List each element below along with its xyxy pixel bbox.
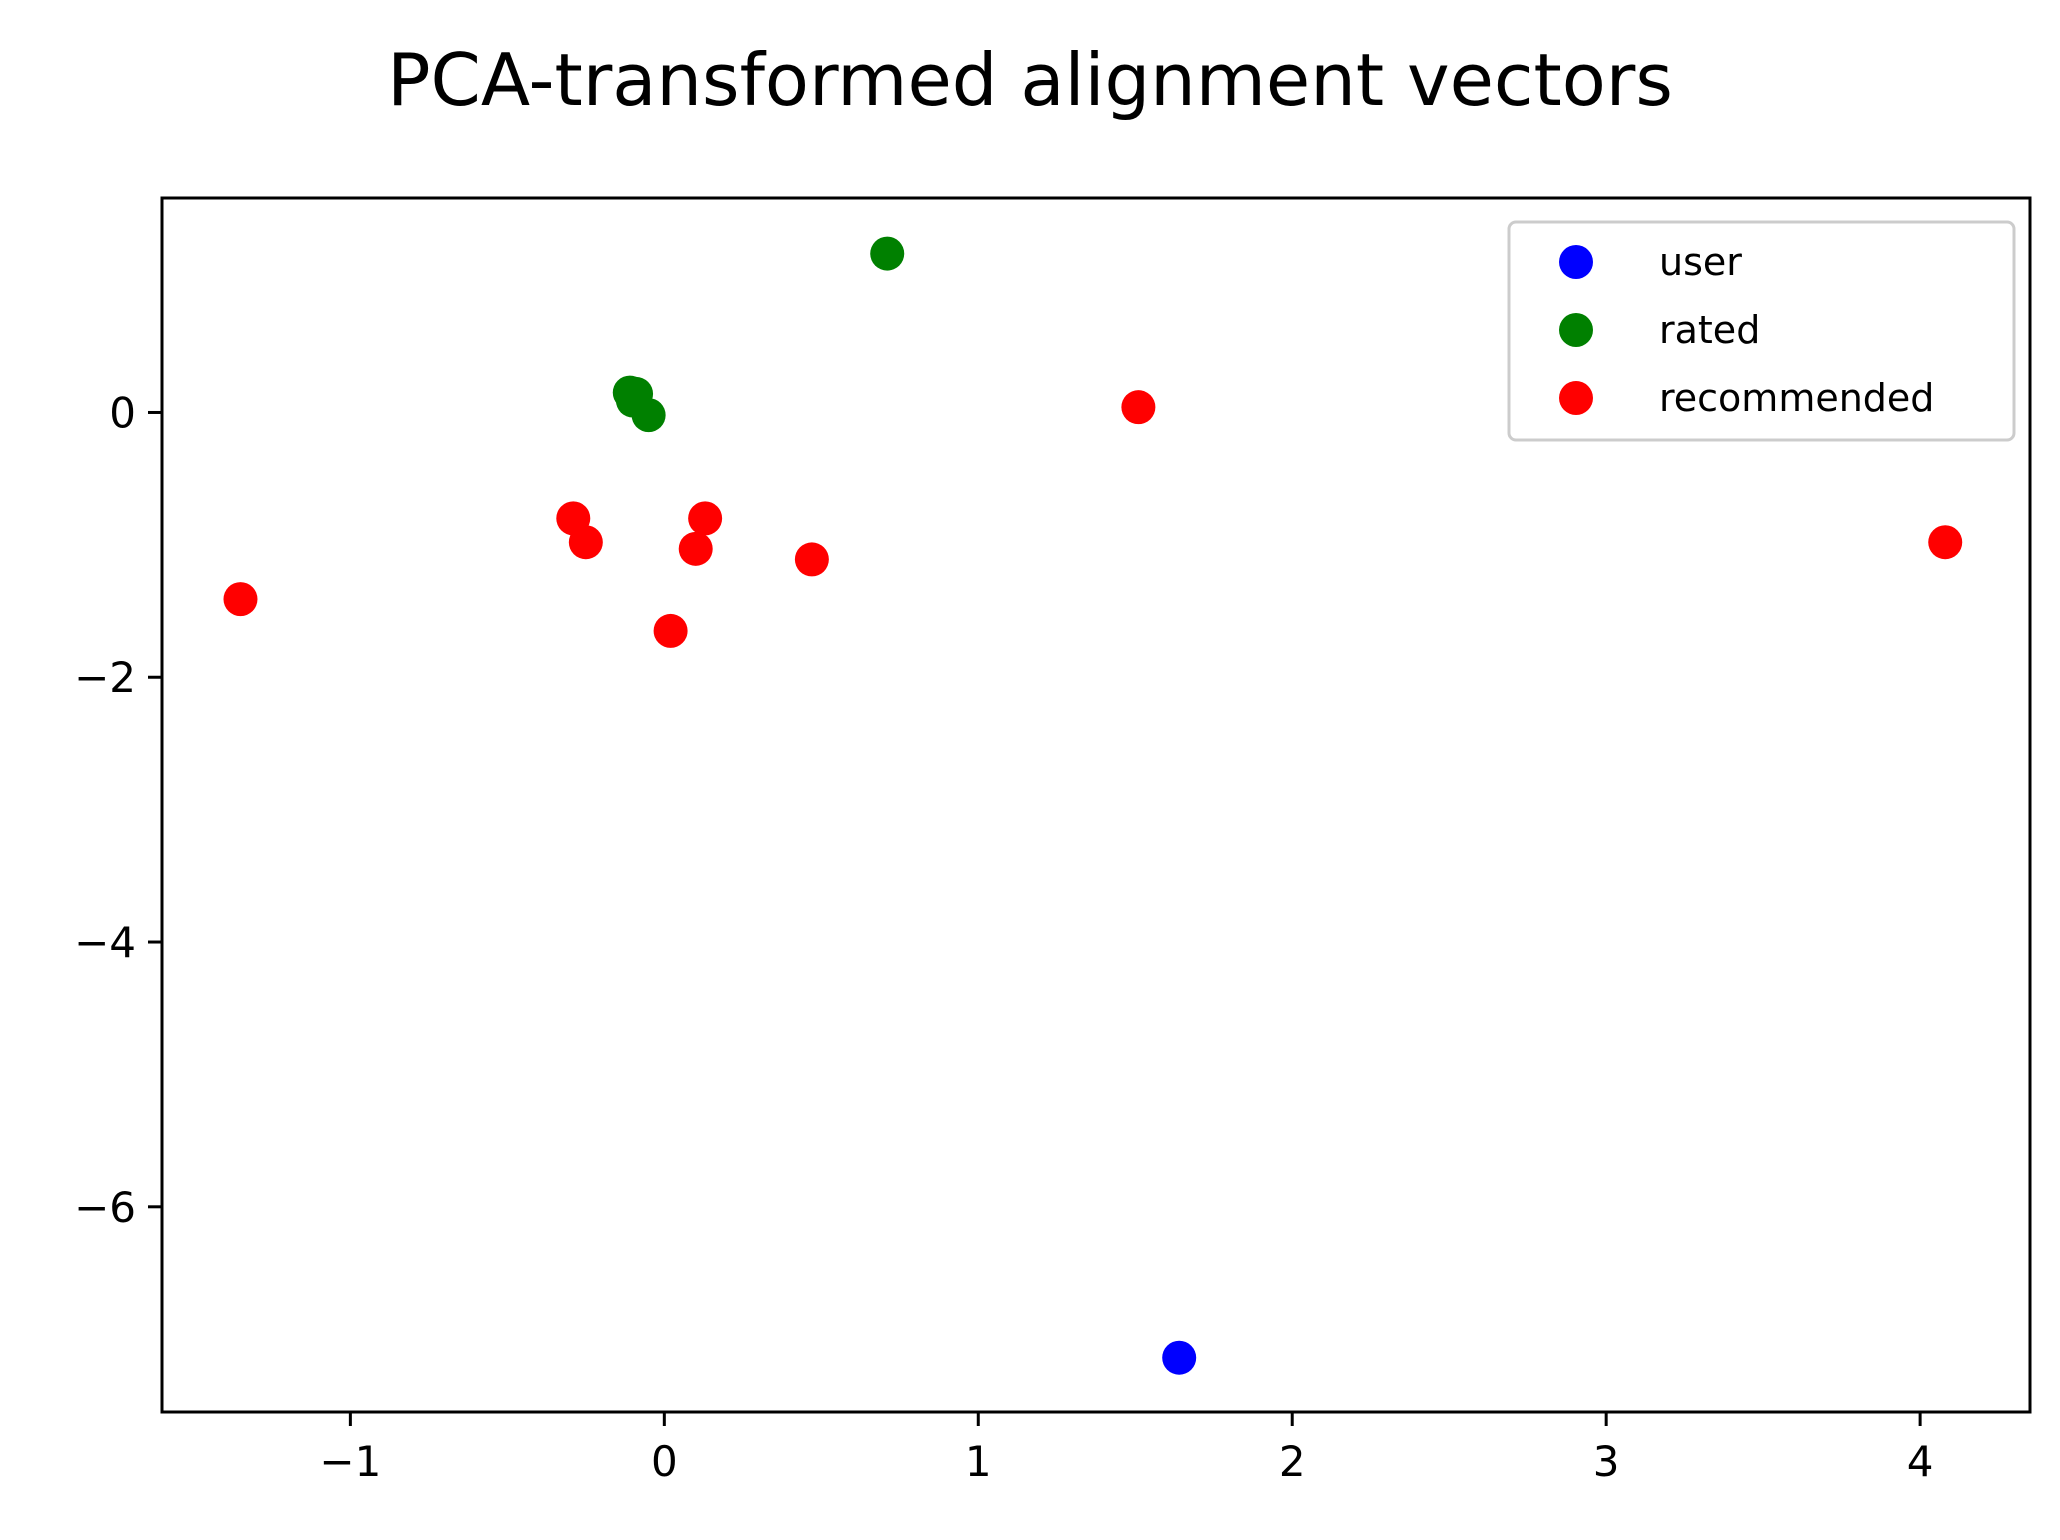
x-tick-label: 4 bbox=[1907, 1437, 1934, 1486]
point-recommended bbox=[653, 613, 688, 648]
legend-marker-recommended bbox=[1559, 381, 1593, 415]
x-tick-label: 2 bbox=[1279, 1437, 1306, 1486]
legend-marker-user bbox=[1559, 245, 1593, 279]
point-rated bbox=[631, 398, 666, 433]
point-recommended bbox=[568, 525, 603, 560]
point-user bbox=[1162, 1340, 1197, 1375]
y-tick-label: 0 bbox=[109, 388, 136, 437]
x-axis: −1 0 1 2 3 4 bbox=[319, 1412, 1933, 1486]
plot-area-frame bbox=[160, 196, 2032, 1414]
y-axis: 0 −2 −4 −6 bbox=[74, 388, 162, 1232]
legend-label-recommended: recommended bbox=[1659, 376, 1934, 420]
point-recommended bbox=[678, 531, 713, 566]
y-tick-label: −4 bbox=[74, 918, 136, 967]
legend-label-user: user bbox=[1659, 240, 1742, 284]
point-rated bbox=[870, 236, 905, 271]
legend: user rated recommended bbox=[1507, 220, 2016, 442]
legend-marker-rated bbox=[1559, 313, 1593, 347]
chart-title: PCA-transformed alignment vectors bbox=[387, 38, 1673, 122]
x-tick-label: 1 bbox=[965, 1437, 992, 1486]
y-tick-label: −2 bbox=[74, 653, 136, 702]
x-tick-label: 3 bbox=[1593, 1437, 1620, 1486]
x-tick-label: −1 bbox=[319, 1437, 381, 1486]
y-tick-label: −6 bbox=[74, 1183, 136, 1232]
point-recommended bbox=[223, 582, 258, 617]
point-recommended bbox=[1121, 390, 1156, 425]
data-points bbox=[223, 236, 1963, 1375]
legend-box bbox=[1507, 220, 2016, 442]
point-recommended bbox=[794, 542, 829, 577]
legend-label-rated: rated bbox=[1659, 308, 1760, 352]
point-recommended bbox=[1928, 525, 1963, 560]
x-tick-label: 0 bbox=[651, 1437, 678, 1486]
point-recommended bbox=[688, 501, 723, 536]
